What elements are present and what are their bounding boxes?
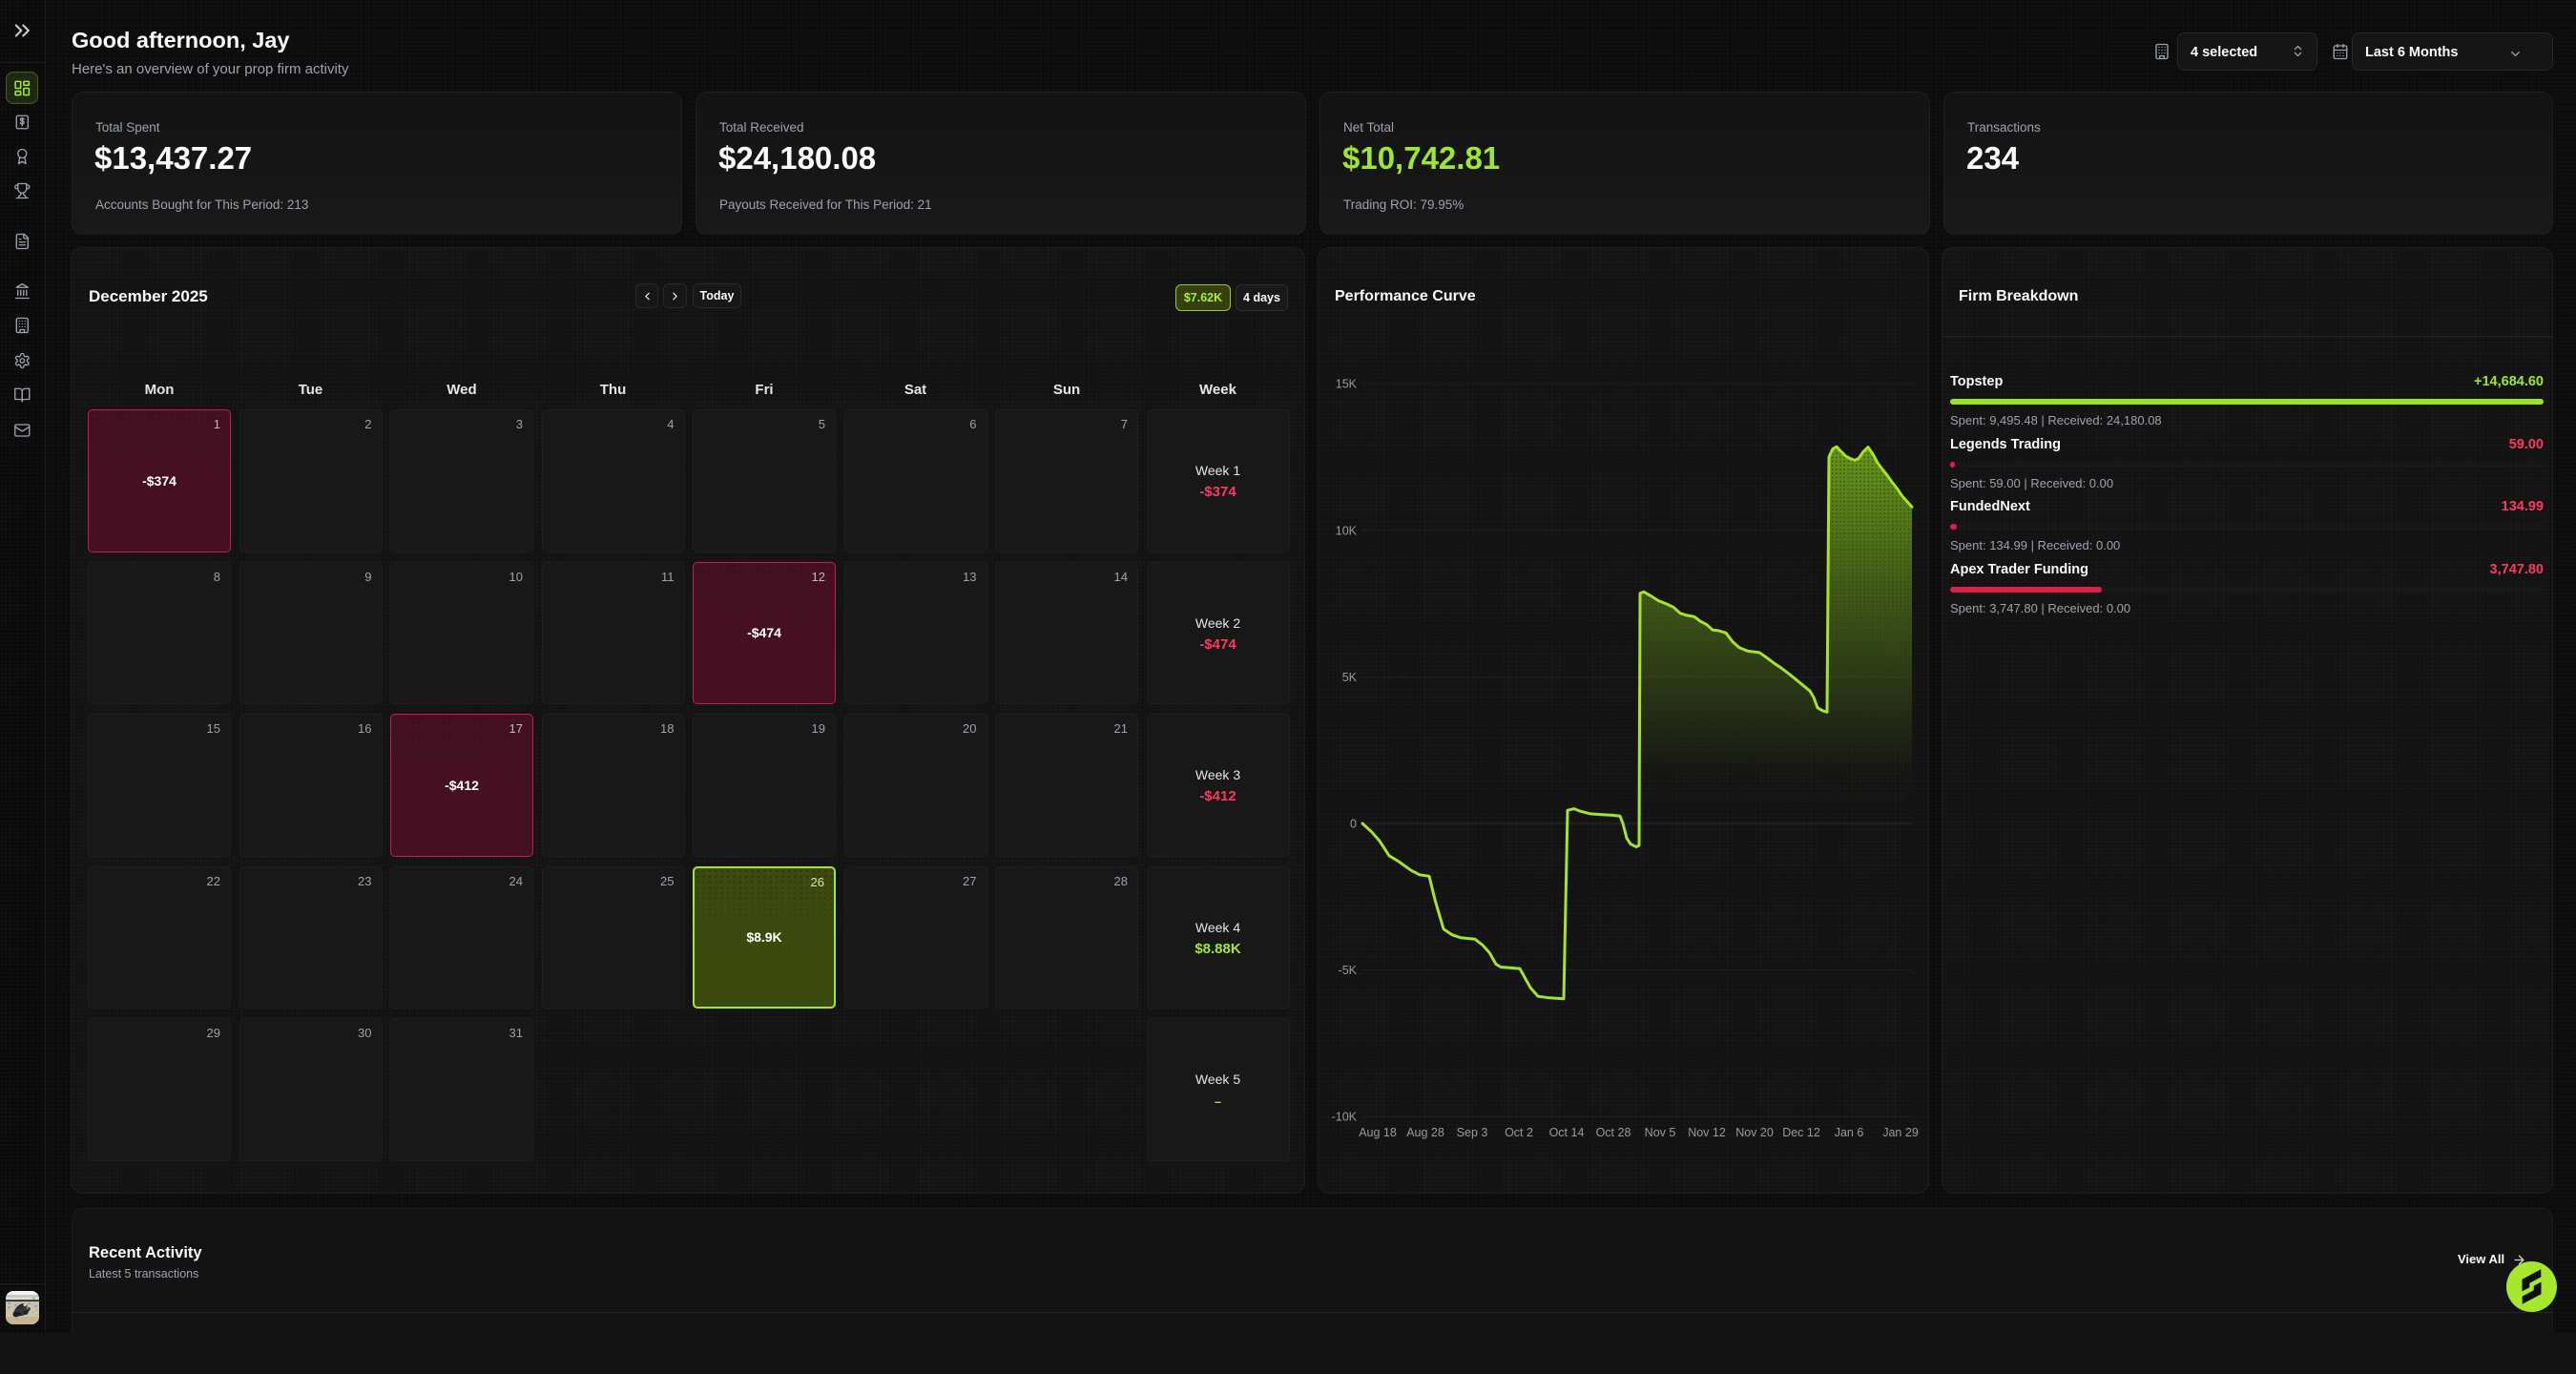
svg-text:Nov 5: Nov 5 bbox=[1645, 1126, 1676, 1139]
svg-text:Sep 3: Sep 3 bbox=[1457, 1126, 1488, 1139]
svg-text:Oct 2: Oct 2 bbox=[1505, 1126, 1533, 1139]
svg-text:Aug 28: Aug 28 bbox=[1406, 1126, 1444, 1139]
svg-text:-10K: -10K bbox=[1332, 1111, 1358, 1124]
svg-text:Jan 6: Jan 6 bbox=[1835, 1126, 1864, 1139]
svg-text:0: 0 bbox=[1350, 818, 1357, 831]
svg-text:5K: 5K bbox=[1342, 671, 1358, 684]
svg-text:Nov 20: Nov 20 bbox=[1735, 1126, 1774, 1139]
svg-text:-5K: -5K bbox=[1339, 964, 1358, 977]
svg-text:Oct 28: Oct 28 bbox=[1596, 1126, 1631, 1139]
svg-text:Jan 29: Jan 29 bbox=[1882, 1126, 1919, 1139]
svg-text:15K: 15K bbox=[1336, 378, 1358, 391]
svg-text:Dec 12: Dec 12 bbox=[1782, 1126, 1820, 1139]
svg-text:Nov 12: Nov 12 bbox=[1688, 1126, 1726, 1139]
svg-text:Oct 14: Oct 14 bbox=[1549, 1126, 1585, 1139]
svg-text:10K: 10K bbox=[1336, 524, 1358, 537]
svg-text:Aug 18: Aug 18 bbox=[1359, 1126, 1397, 1139]
